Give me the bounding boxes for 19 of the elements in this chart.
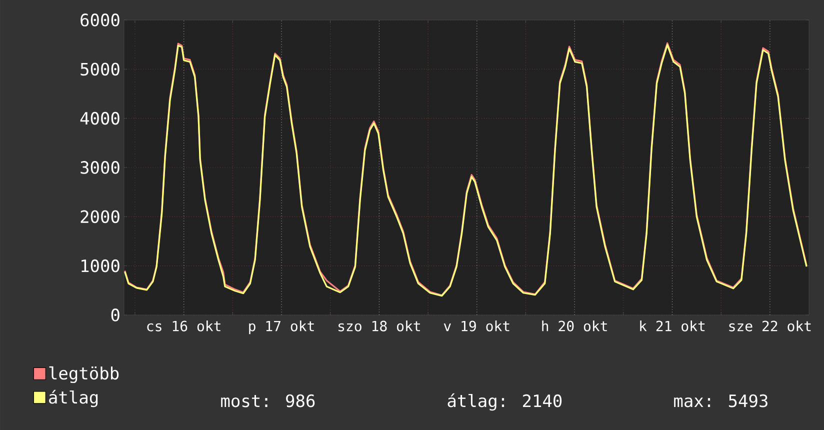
text: max: 5493 [674,394,768,408]
x-tick-label: h 20 okt [542,320,607,332]
y-tick-label: 2000 [80,210,120,224]
legend-label: legtöbb [49,366,119,384]
x-tick-label: v 19 okt [444,320,510,332]
x-tick-label: p 17 okt [249,320,314,334]
text: most: 986 [221,394,315,408]
x-tick-label: sze 22 okt [729,320,811,332]
y-tick-label: 6000 [80,14,120,26]
y-tick-label: 4000 [80,112,120,125]
legend-label: átlag [49,390,98,408]
y-tick-label: 1000 [82,259,120,272]
y-tick-label: 0 [111,308,120,322]
x-tick-label: k 21 okt [640,320,705,332]
x-tick-label: cs 16 okt [147,320,220,332]
y-tick-label: 5000 [80,62,120,76]
text: átlag: 2140 [448,393,562,411]
x-tick-label: szo 18 okt [338,320,420,332]
y-tick-label: 3000 [80,161,120,174]
